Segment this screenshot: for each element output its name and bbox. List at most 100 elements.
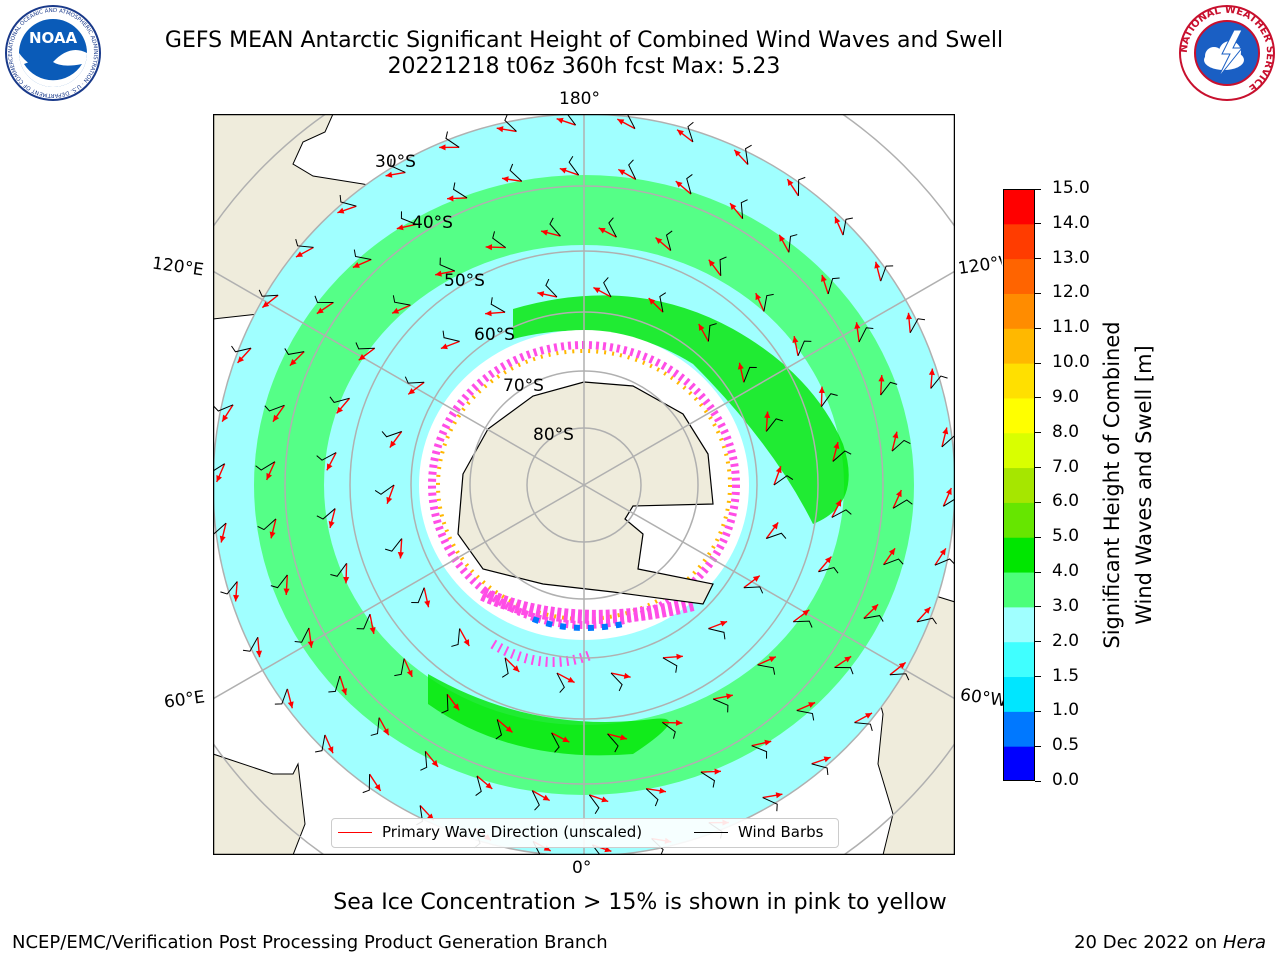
- wind-barb: [603, 277, 612, 298]
- wave-direction-arrowhead: [764, 739, 772, 746]
- colorbar-segment: [1003, 676, 1035, 712]
- wave-direction-arrowhead: [946, 487, 952, 495]
- wave-direction-arrowhead: [752, 575, 760, 582]
- wave-direction-arrowhead: [358, 354, 366, 361]
- wind-barb: [883, 558, 904, 566]
- wind-barb: [880, 381, 898, 396]
- colorbar-tick-label: 13.0: [1052, 247, 1090, 268]
- wave-direction-arrowhead: [787, 179, 794, 187]
- colorbar-segment: [1003, 293, 1035, 329]
- wave-direction-arrowhead: [623, 672, 631, 679]
- wave-direction-arrowhead: [888, 548, 896, 556]
- wave-direction-arrowhead: [939, 548, 946, 556]
- wave-direction-arrowhead: [771, 522, 779, 530]
- wind-barb: [662, 657, 678, 673]
- legend-item-wind-barbs: Wind Barbs: [694, 823, 823, 841]
- wave-direction-arrowhead: [337, 207, 345, 214]
- colorbar-tick-label: 5.0: [1052, 526, 1080, 547]
- wave-direction-arrowhead: [844, 656, 852, 663]
- wind-barb: [943, 499, 954, 507]
- wave-direction-arrowhead: [408, 388, 416, 395]
- wind-barb: [628, 159, 637, 180]
- colorbar-tick-mark: [1035, 292, 1041, 294]
- wave-direction-arrowhead: [439, 144, 446, 151]
- legend-swatch-primary-wave: [338, 832, 372, 833]
- wave-direction-arrowhead: [892, 431, 899, 439]
- wave-direction-arrowhead: [289, 359, 297, 366]
- wind-barb: [687, 121, 694, 143]
- antarctica-landmass: [457, 381, 714, 605]
- wave-direction-arrowhead: [730, 203, 737, 210]
- wind-barb: [909, 318, 926, 333]
- wind-barb: [255, 461, 276, 471]
- legend-label-wind-barbs: Wind Barbs: [738, 823, 824, 841]
- wave-direction-arrowhead: [821, 274, 827, 282]
- vector-field: [214, 115, 954, 854]
- wave-direction-arrowhead: [537, 291, 545, 298]
- lat-label-70s: 70°S: [503, 376, 544, 396]
- wind-barb: [316, 508, 336, 520]
- wind-barb: [627, 115, 636, 129]
- wind-barb: [797, 176, 806, 196]
- wind-barb: [356, 614, 371, 630]
- wave-direction-arrowhead: [567, 676, 575, 683]
- wave-direction-arrowhead: [435, 270, 442, 277]
- wind-barb: [763, 293, 774, 312]
- wind-barb: [214, 463, 225, 471]
- wind-barb: [258, 289, 279, 297]
- wind-barb: [439, 257, 455, 272]
- wind-barb: [659, 292, 667, 313]
- wave-direction-arrowhead: [601, 796, 609, 803]
- colorbar-tick-label: 12.0: [1052, 282, 1090, 303]
- wind-barb: [270, 574, 288, 589]
- wave-direction-arrowhead: [896, 490, 902, 498]
- wind-barb: [592, 844, 600, 854]
- wind-barb: [353, 249, 372, 261]
- wind-barb: [329, 396, 350, 404]
- africa-landmass: [214, 753, 306, 854]
- wave-direction-arrowhead: [659, 787, 666, 794]
- wave-direction-arrowhead: [928, 368, 935, 376]
- wind-barb: [827, 277, 840, 295]
- wave-direction-arrowhead: [675, 181, 683, 188]
- colorbar-tick-label: 11.0: [1052, 317, 1090, 338]
- colorbar-tick-label: 2.0: [1052, 630, 1080, 651]
- wave-direction-arrowhead: [775, 792, 783, 799]
- wave-direction-arrowhead: [655, 237, 663, 244]
- wave-direction-arrowhead: [326, 463, 333, 471]
- wind-barb: [744, 144, 752, 165]
- wind-barb: [231, 345, 252, 353]
- colorbar-tick-label: 1.5: [1052, 665, 1080, 686]
- wind-barb: [214, 404, 234, 412]
- wind-barb: [762, 797, 778, 812]
- wave-direction-arrowhead: [818, 386, 825, 394]
- colorbar-segment: [1003, 432, 1035, 469]
- sea-ice-caption: Sea Ice Concentration > 15% is shown in …: [333, 890, 947, 915]
- wave-direction-arrowhead: [823, 756, 831, 763]
- wave-direction-arrowhead: [485, 782, 493, 789]
- colorbar-tick-mark: [1035, 432, 1041, 434]
- wave-direction-arrowhead: [485, 244, 493, 251]
- wave-direction-arrowhead: [898, 662, 906, 669]
- wave-direction-arrowhead: [343, 576, 350, 584]
- wave-direction-arrowhead: [440, 343, 448, 350]
- colorbar-segment: [1003, 711, 1035, 747]
- wave-direction-arrowhead: [266, 472, 272, 480]
- colorbar-tick-label: 6.0: [1052, 491, 1080, 512]
- wave-direction-arrowhead: [262, 301, 270, 308]
- wind-barb: [796, 709, 815, 721]
- wave-direction-arrowhead: [905, 312, 913, 320]
- wave-direction-arrowhead: [617, 119, 625, 125]
- wave-direction-arrowhead: [328, 521, 335, 528]
- wind-barb: [220, 581, 238, 595]
- colorbar-tick-label: 0.0: [1052, 770, 1080, 790]
- wave-direction-arrowhead: [233, 594, 240, 602]
- wave-direction-arrowhead: [835, 499, 842, 507]
- wave-direction-arrowhead: [307, 641, 314, 648]
- wind-barb: [832, 450, 852, 462]
- colorbar-tick-mark: [1035, 501, 1041, 503]
- wave-direction-arrowhead: [424, 600, 431, 608]
- colorbar-tick-label: 10.0: [1052, 352, 1090, 373]
- wave-direction-arrowhead: [237, 356, 245, 363]
- colorbar-segment: [1003, 189, 1035, 225]
